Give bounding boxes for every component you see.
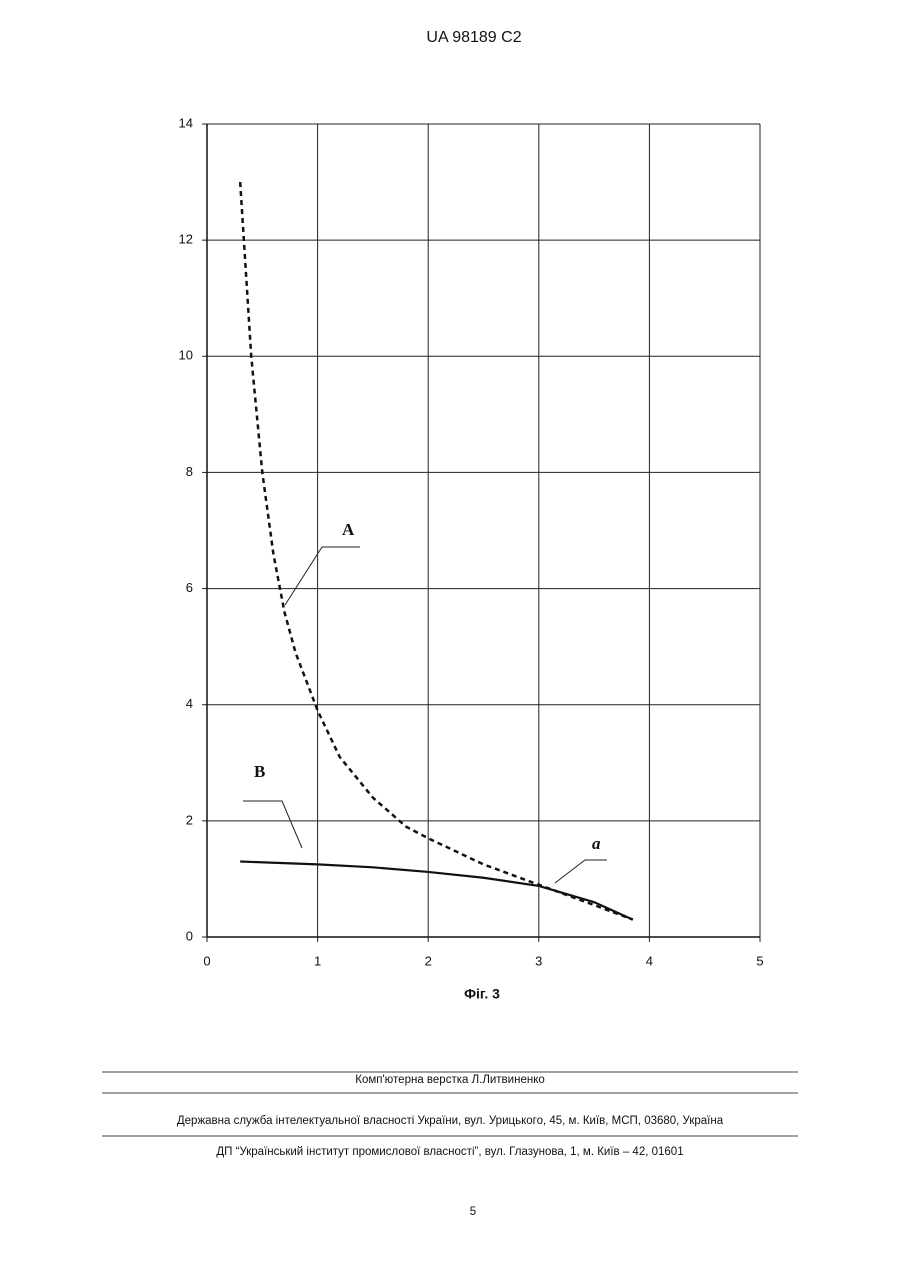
footer-line: ДП “Український інститут промислової вла… [216,1146,683,1158]
x-tick-label: 4 [646,953,653,968]
leader-line [555,860,607,883]
x-tick-label: 5 [756,953,763,968]
leader-line [285,547,360,605]
y-tick-label: 2 [186,812,193,827]
y-tick-label: 6 [186,580,193,595]
page-number: 5 [470,1206,476,1218]
x-tick-label: 1 [314,953,321,968]
figure-caption: Фіг. 3 [464,986,500,1002]
leader-line [243,801,302,848]
y-tick-label: 14 [179,115,193,130]
page: UA 98189 C2 Фіг. 3 A B a Комп'ютерна вер… [0,0,901,1273]
footer-line: Державна служба інтелектуальної власност… [177,1115,724,1127]
y-tick-label: 10 [179,348,193,363]
footer-line: Комп'ютерна верстка Л.Литвиненко [355,1074,545,1086]
x-tick-label: 3 [535,953,542,968]
curve-label: a [592,834,601,853]
x-tick-label: 0 [203,953,210,968]
y-tick-label: 8 [186,464,193,479]
curve-label: B [254,762,265,781]
y-tick-label: 4 [186,696,193,711]
curve-label: A [342,520,355,539]
x-tick-label: 2 [425,953,432,968]
y-tick-label: 12 [179,232,193,247]
data-line [240,182,633,920]
y-tick-label: 0 [186,928,193,943]
header-title: UA 98189 C2 [426,29,521,46]
data-line [240,862,633,920]
